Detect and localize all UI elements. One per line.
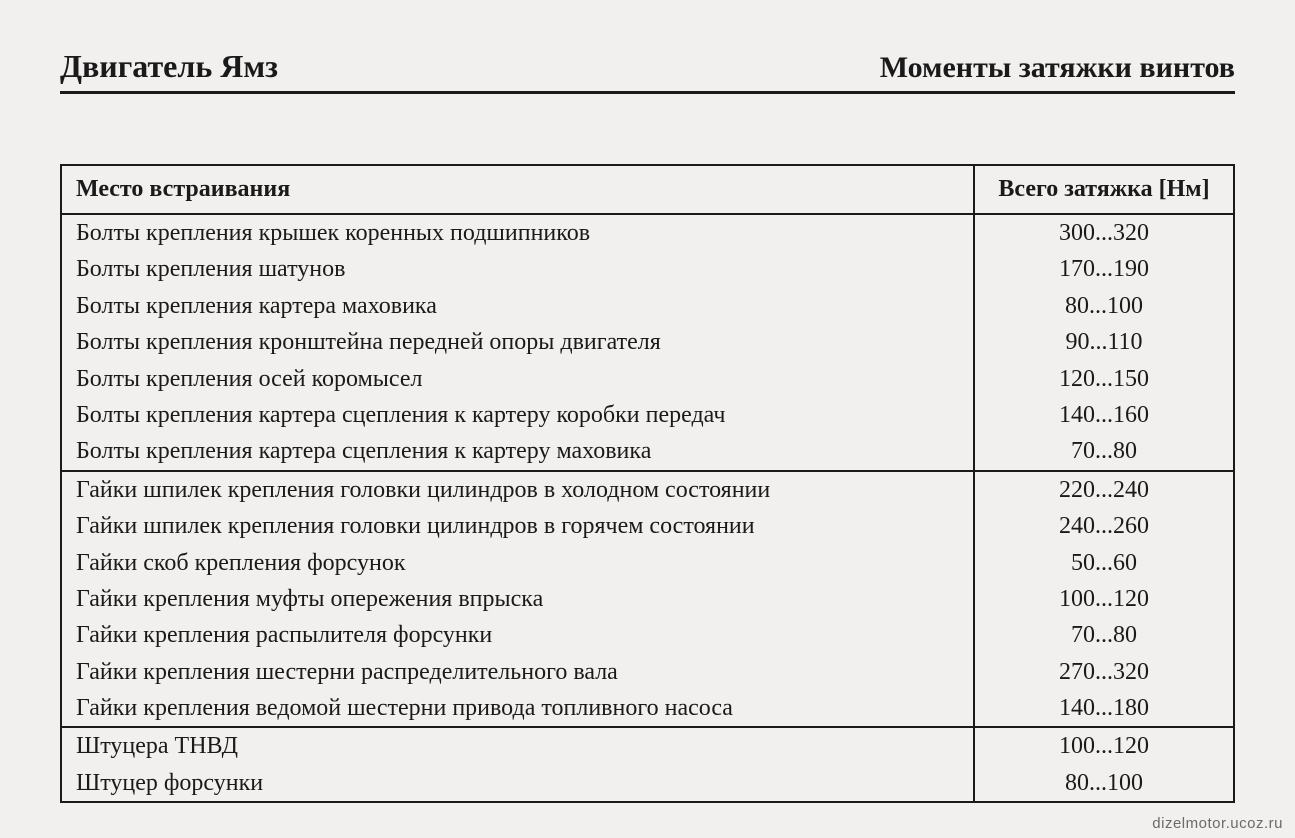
cell-location: Гайки скоб крепления форсунок: [61, 545, 974, 581]
watermark-text: dizelmotor.ucoz.ru: [1152, 815, 1283, 832]
table-row: Болты крепления картера маховика80...100: [61, 288, 1234, 324]
cell-location: Болты крепления картера маховика: [61, 288, 974, 324]
table-row: Болты крепления крышек коренных подшипни…: [61, 214, 1234, 251]
table-header-row: Место встраивания Всего затяжка [Нм]: [61, 165, 1234, 214]
cell-torque: 170...190: [974, 251, 1234, 287]
cell-location: Гайки крепления ведомой шестерни привода…: [61, 690, 974, 727]
table-row: Болты крепления шатунов170...190: [61, 251, 1234, 287]
cell-location: Гайки крепления распылителя форсунки: [61, 617, 974, 653]
cell-location: Болты крепления картера сцепления к карт…: [61, 397, 974, 433]
cell-torque: 140...180: [974, 690, 1234, 727]
cell-torque: 80...100: [974, 288, 1234, 324]
table-row: Гайки шпилек крепления головки цилиндров…: [61, 471, 1234, 508]
cell-torque: 100...120: [974, 727, 1234, 764]
table-row: Гайки скоб крепления форсунок50...60: [61, 545, 1234, 581]
cell-location: Болты крепления крышек коренных подшипни…: [61, 214, 974, 251]
page-header: Двигатель Ямз Моменты затяжки винтов: [60, 48, 1235, 94]
cell-location: Болты крепления кронштейна передней опор…: [61, 324, 974, 360]
table-row: Болты крепления кронштейна передней опор…: [61, 324, 1234, 360]
document-page: Двигатель Ямз Моменты затяжки винтов Мес…: [0, 0, 1295, 823]
cell-torque: 100...120: [974, 581, 1234, 617]
table-body: Болты крепления крышек коренных подшипни…: [61, 214, 1234, 802]
cell-location: Гайки шпилек крепления головки цилиндров…: [61, 471, 974, 508]
cell-torque: 140...160: [974, 397, 1234, 433]
table-row: Болты крепления картера сцепления к карт…: [61, 433, 1234, 470]
cell-torque: 70...80: [974, 433, 1234, 470]
torque-table: Место встраивания Всего затяжка [Нм] Бол…: [60, 164, 1235, 803]
column-header-location: Место встраивания: [61, 165, 974, 214]
table-row: Гайки шпилек крепления головки цилиндров…: [61, 508, 1234, 544]
cell-torque: 90...110: [974, 324, 1234, 360]
cell-location: Гайки крепления шестерни распределительн…: [61, 654, 974, 690]
cell-torque: 270...320: [974, 654, 1234, 690]
header-title-left: Двигатель Ямз: [60, 48, 278, 85]
cell-location: Болты крепления картера сцепления к карт…: [61, 433, 974, 470]
header-title-right: Моменты затяжки винтов: [880, 51, 1235, 85]
cell-location: Болты крепления шатунов: [61, 251, 974, 287]
table-row: Штуцера ТНВД100...120: [61, 727, 1234, 764]
table-row: Гайки крепления распылителя форсунки70..…: [61, 617, 1234, 653]
table-row: Болты крепления осей коромысел120...150: [61, 361, 1234, 397]
cell-location: Штуцер форсунки: [61, 765, 974, 802]
table-row: Гайки крепления муфты опережения впрыска…: [61, 581, 1234, 617]
cell-location: Штуцера ТНВД: [61, 727, 974, 764]
cell-torque: 80...100: [974, 765, 1234, 802]
table-row: Гайки крепления ведомой шестерни привода…: [61, 690, 1234, 727]
cell-torque: 120...150: [974, 361, 1234, 397]
cell-torque: 50...60: [974, 545, 1234, 581]
table-row: Штуцер форсунки80...100: [61, 765, 1234, 802]
cell-location: Гайки шпилек крепления головки цилиндров…: [61, 508, 974, 544]
cell-torque: 70...80: [974, 617, 1234, 653]
cell-torque: 220...240: [974, 471, 1234, 508]
cell-torque: 300...320: [974, 214, 1234, 251]
column-header-torque: Всего затяжка [Нм]: [974, 165, 1234, 214]
cell-location: Гайки крепления муфты опережения впрыска: [61, 581, 974, 617]
cell-location: Болты крепления осей коромысел: [61, 361, 974, 397]
cell-torque: 240...260: [974, 508, 1234, 544]
table-row: Гайки крепления шестерни распределительн…: [61, 654, 1234, 690]
table-row: Болты крепления картера сцепления к карт…: [61, 397, 1234, 433]
